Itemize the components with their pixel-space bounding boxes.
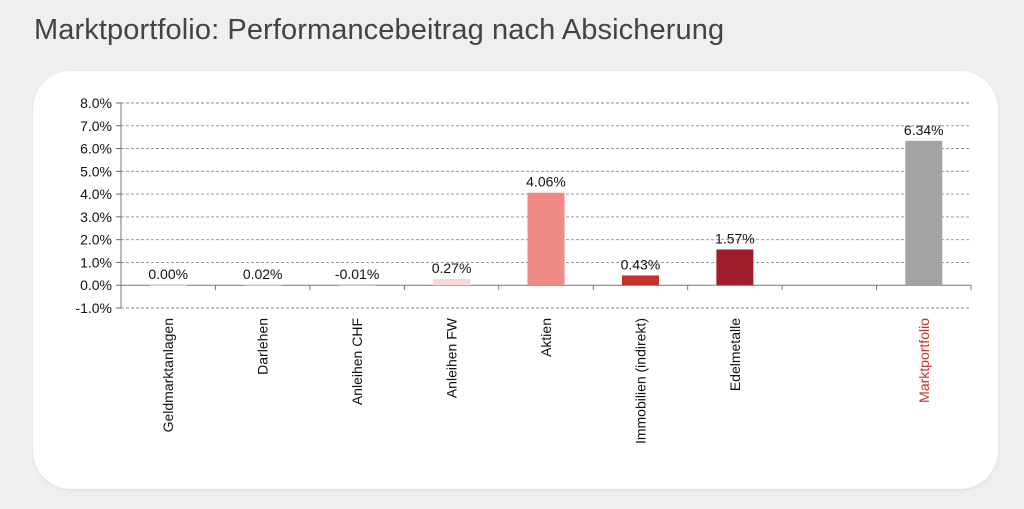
y-tick-label: 1.0% xyxy=(80,254,112,270)
category-label: Anleihen FW xyxy=(444,317,460,398)
bar xyxy=(433,279,471,286)
data-label: 4.06% xyxy=(526,174,566,190)
bar xyxy=(905,140,943,286)
data-label: 0.00% xyxy=(148,266,188,282)
data-label: 0.43% xyxy=(621,256,661,272)
y-tick-label: 2.0% xyxy=(80,232,112,248)
category-label: Aktien xyxy=(538,318,554,357)
bar xyxy=(621,275,659,286)
data-label: 6.34% xyxy=(904,122,944,138)
page-title: Marktportfolio: Performancebeitrag nach … xyxy=(34,14,725,46)
category-labels: Geldmarktanlagen Darlehen Anleihen CHF Anle… xyxy=(160,317,932,444)
value-labels: 0.00% 0.02% -0.01% 0.27% 4.06% 0.43% 1.57% 6.34… xyxy=(148,122,943,282)
category-label: Marktportfolio xyxy=(916,318,932,403)
y-tick-label: 5.0% xyxy=(80,163,112,179)
y-tick-label: -1.0% xyxy=(75,300,112,316)
y-tick-label: 7.0% xyxy=(80,118,112,134)
data-label: 0.27% xyxy=(432,260,472,276)
bar xyxy=(716,249,754,286)
bars xyxy=(149,140,943,286)
category-label: Edelmetalle xyxy=(727,318,743,391)
bar xyxy=(527,192,565,286)
bar xyxy=(244,284,282,286)
data-label: 1.57% xyxy=(715,230,755,246)
y-tick-label: 0.0% xyxy=(80,277,112,293)
bar xyxy=(338,285,376,286)
chart-card xyxy=(33,71,998,489)
data-label: 0.02% xyxy=(243,266,283,282)
category-label: Immobilien (indirekt) xyxy=(632,318,648,444)
data-label: -0.01% xyxy=(335,266,379,282)
y-tick-label: 6.0% xyxy=(80,141,112,157)
y-axis-tick-labels: -1.0% 0.0% 1.0% 2.0% 3.0% 4.0% 5.0% 6.0% 7.0% 8.0… xyxy=(75,95,112,316)
bar xyxy=(149,285,187,286)
category-label: Darlehen xyxy=(255,318,271,375)
y-tick-label: 8.0% xyxy=(80,95,112,111)
y-tick-label: 4.0% xyxy=(80,186,112,202)
category-label: Anleihen CHF xyxy=(349,318,365,405)
category-label: Geldmarktanlagen xyxy=(160,318,176,432)
y-tick-label: 3.0% xyxy=(80,209,112,225)
